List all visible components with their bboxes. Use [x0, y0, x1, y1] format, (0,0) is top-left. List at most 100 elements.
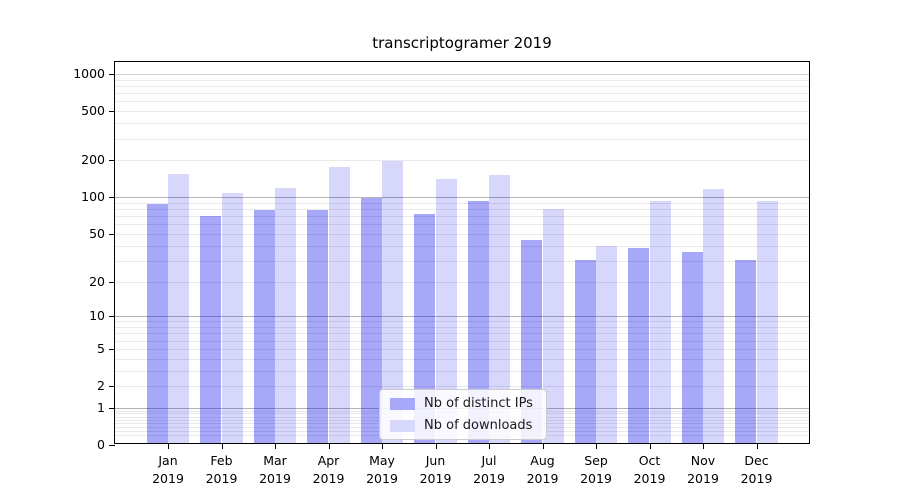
y-tick-1 [109, 407, 115, 409]
legend-row-downloads: Nb of downloads [390, 418, 536, 433]
y-tick-1000 [109, 74, 115, 75]
bar-distinct-ips-dec-2019 [735, 260, 757, 443]
x-tick-label-aug-2019: Aug 2019 [526, 453, 559, 486]
plot-inner: 0 1 2 5 10 20 50 100 200 500 1000 Jan 2019 Feb 2019 Mar… [73, 62, 809, 486]
gridline-50 [115, 233, 809, 235]
bar-distinct-ips-feb-2019 [200, 216, 222, 443]
bar-downloads-feb-2019 [221, 192, 243, 443]
gridline-7 [115, 333, 809, 335]
bar-downloads-jul-2019 [489, 175, 511, 443]
gridline-300 [115, 138, 809, 140]
bar-downloads-jan-2019 [168, 173, 190, 443]
y-tick-0 [109, 445, 115, 446]
x-tick-label-jul-2019: Jul 2019 [473, 453, 505, 486]
gridline-80 [115, 209, 809, 210]
gridline-30 [115, 260, 809, 262]
y-tick-10 [109, 316, 115, 318]
y-tick-label-50: 50 [89, 225, 105, 241]
gridline-100 [115, 197, 809, 199]
x-tick-oct-2019 [649, 443, 651, 449]
x-tick-label-feb-2019: Feb 2019 [205, 453, 238, 486]
legend-swatch-distinct-ips [390, 397, 415, 410]
gridline-10 [115, 316, 809, 318]
y-tick-label-20: 20 [89, 273, 105, 289]
y-tick-2 [109, 386, 115, 387]
gridline-4 [115, 358, 809, 360]
bar-distinct-ips-oct-2019 [628, 247, 650, 443]
bar-distinct-ips-jan-2019 [146, 203, 168, 443]
x-tick-nov-2019 [703, 443, 704, 449]
gridline-600 [115, 101, 809, 103]
legend-label-downloads: Nb of downloads [424, 418, 533, 433]
y-tick-5 [109, 348, 115, 350]
y-tick-label-10: 10 [89, 307, 105, 323]
bar-distinct-ips-mar-2019 [253, 210, 275, 443]
y-tick-label-200: 200 [81, 151, 105, 167]
plot-area: 0 1 2 5 10 20 50 100 200 500 1000 Jan 2019 Feb 2019 Mar… [73, 61, 810, 486]
y-tick-label-500: 500 [81, 102, 105, 118]
gridline-90 [115, 202, 809, 204]
gridline-1000 [115, 74, 809, 75]
y-tick-20 [109, 281, 115, 283]
gridline-2 [115, 386, 809, 387]
gridline-3 [115, 370, 809, 372]
bar-downloads-jun-2019 [435, 179, 457, 443]
gridline-60 [115, 224, 809, 226]
gridline-500 [115, 111, 809, 113]
gridline-6 [115, 340, 809, 342]
gridline-400 [115, 123, 809, 125]
legend-swatch-downloads [390, 419, 415, 432]
bar-downloads-may-2019 [382, 160, 404, 443]
bar-downloads-apr-2019 [328, 166, 350, 443]
x-tick-jul-2019 [489, 443, 490, 449]
y-tick-label-0: 0 [97, 436, 105, 452]
bar-distinct-ips-sep-2019 [574, 260, 596, 443]
legend-label-distinct-ips: Nb of distinct IPs [424, 396, 533, 411]
bar-downloads-mar-2019 [275, 187, 297, 443]
x-tick-label-jun-2019: Jun 2019 [419, 453, 452, 486]
gridline-5 [115, 348, 809, 350]
x-tick-dec-2019 [756, 443, 758, 449]
gridline-20 [115, 281, 809, 283]
legend: Nb of distinct IPs Nb of downloads [379, 389, 547, 440]
x-tick-jun-2019 [435, 443, 437, 449]
x-tick-mar-2019 [275, 443, 276, 449]
x-tick-label-may-2019: May 2019 [366, 453, 398, 486]
y-tick-label-1000: 1000 [73, 65, 105, 81]
y-tick-50 [109, 233, 115, 235]
bar-downloads-nov-2019 [703, 188, 725, 443]
gridline-700 [115, 93, 809, 95]
x-tick-may-2019 [382, 443, 383, 449]
x-tick-apr-2019 [328, 443, 330, 449]
x-tick-label-dec-2019: Dec 2019 [740, 453, 773, 486]
gridline-40 [115, 245, 809, 247]
gridline-9 [115, 321, 809, 323]
x-tick-feb-2019 [221, 443, 223, 449]
x-tick-sep-2019 [596, 443, 597, 449]
bar-downloads-aug-2019 [542, 209, 564, 443]
x-tick-jan-2019 [168, 443, 169, 449]
x-tick-label-oct-2019: Oct 2019 [633, 453, 666, 486]
y-tick-100 [109, 197, 115, 199]
y-tick-label-5: 5 [97, 340, 105, 356]
gridline-800 [115, 85, 809, 87]
gridline-8 [115, 327, 809, 328]
bar-downloads-dec-2019 [756, 200, 778, 443]
y-tick-label-100: 100 [81, 188, 105, 204]
x-tick-label-nov-2019: Nov 2019 [687, 453, 719, 486]
bar-distinct-ips-nov-2019 [681, 252, 703, 443]
x-tick-label-jan-2019: Jan 2019 [152, 453, 184, 486]
bar-distinct-ips-jul-2019 [467, 200, 489, 443]
x-tick-label-mar-2019: Mar 2019 [259, 453, 291, 486]
gridline-70 [115, 216, 809, 218]
y-tick-200 [109, 160, 115, 162]
legend-row-distinct-ips: Nb of distinct IPs [390, 396, 536, 411]
y-tick-label-1: 1 [97, 399, 105, 415]
y-tick-500 [109, 111, 115, 113]
gridline-900 [115, 79, 809, 81]
x-tick-label-apr-2019: Apr 2019 [312, 453, 345, 486]
chart-title: transcriptogramer 2019 [372, 34, 552, 52]
bar-distinct-ips-may-2019 [360, 197, 382, 443]
x-tick-label-sep-2019: Sep 2019 [580, 453, 612, 486]
